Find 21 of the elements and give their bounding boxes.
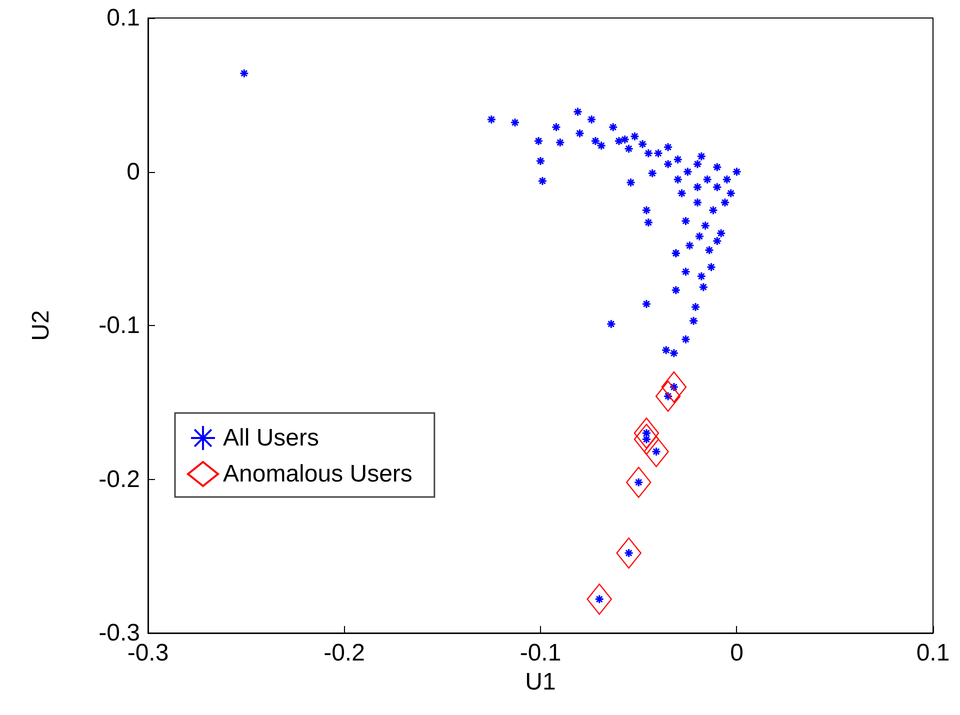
- legend-label: Anomalous Users: [223, 460, 412, 488]
- x-tick-label: -0.2: [324, 640, 365, 666]
- x-tick-label: 0: [730, 640, 744, 666]
- point: [634, 418, 660, 449]
- legend-label: All Users: [223, 424, 320, 452]
- y-axis-title: U2: [28, 310, 54, 341]
- point: [634, 424, 660, 455]
- point: [616, 537, 642, 569]
- x-tick-label: -0.1: [520, 640, 562, 666]
- y-tick-label: 0.1: [106, 4, 140, 32]
- x-axis-title: U1: [525, 668, 556, 696]
- point: [626, 466, 652, 498]
- point: [586, 584, 612, 615]
- point: [644, 436, 669, 468]
- x-tick-label: -0.3: [127, 640, 169, 666]
- y-tick-label: -0.1: [98, 312, 140, 339]
- y-tick-label: 0: [126, 158, 140, 186]
- point: [655, 380, 681, 412]
- point: [661, 371, 687, 403]
- y-tick-label: -0.2: [98, 466, 140, 493]
- x-tick-label: 0.1: [916, 640, 950, 666]
